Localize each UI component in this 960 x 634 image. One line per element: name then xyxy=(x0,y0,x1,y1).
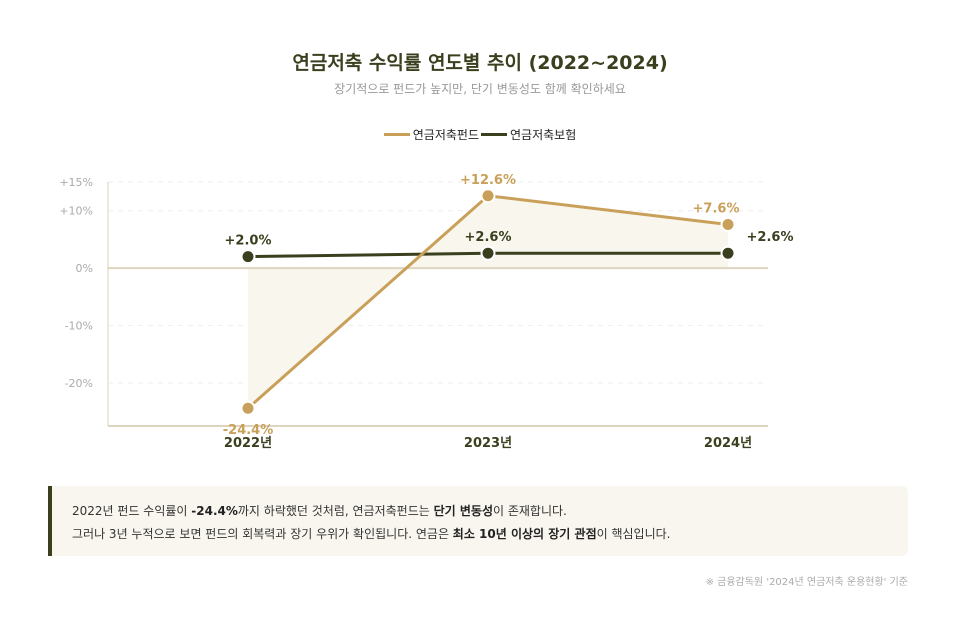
chart-subtitle: 장기적으로 펀드가 높지만, 단기 변동성도 함께 확인하세요 xyxy=(334,82,626,96)
data-point xyxy=(240,249,256,265)
note-text: 그러나 3년 누적으로 보면 펀드의 회복력과 장기 우위가 확인됩니다. 연금… xyxy=(72,527,453,541)
legend-swatch xyxy=(481,133,507,136)
data-point xyxy=(240,400,256,416)
fund-area xyxy=(248,195,728,409)
source-note: ※ 금융감독원 '2024년 연금저축 운용현황' 기준 xyxy=(705,577,908,588)
y-tick-label: +15% xyxy=(59,176,93,189)
x-tick-label: 2024년 xyxy=(704,436,752,451)
data-point xyxy=(720,245,736,261)
chart-title: 연금저축 수익률 연도별 추이 (2022~2024) xyxy=(292,52,668,74)
data-label: -24.4% xyxy=(223,423,274,438)
data-point xyxy=(480,188,496,204)
data-label: +12.6% xyxy=(460,173,516,188)
legend-swatch xyxy=(383,133,410,136)
note-text: 이 핵심입니다. xyxy=(596,527,671,541)
data-label: +2.6% xyxy=(465,230,512,245)
data-label: +7.6% xyxy=(693,201,740,216)
y-tick-label: -20% xyxy=(65,377,93,390)
data-point xyxy=(480,245,496,261)
note-line-1: 2022년 펀드 수익률이 -24.4%까지 하락했던 것처럼, 연금저축펀드는… xyxy=(72,500,888,523)
note-emphasis: 단기 변동성 xyxy=(433,504,493,518)
legend-item-fund[interactable]: 연금저축펀드 xyxy=(383,126,479,143)
data-point xyxy=(720,216,736,232)
x-tick-label: 2022년 xyxy=(224,436,272,451)
data-label: +2.6% xyxy=(747,230,794,245)
legend-item-insurance[interactable]: 연금저축보험 xyxy=(481,126,576,143)
insight-note: 2022년 펀드 수익률이 -24.4%까지 하락했던 것처럼, 연금저축펀드는… xyxy=(48,486,908,556)
y-tick-label: +10% xyxy=(59,205,93,218)
note-emphasis: 최소 10년 이상의 장기 관점 xyxy=(452,527,597,541)
data-label: +2.0% xyxy=(225,234,272,249)
x-tick-label: 2023년 xyxy=(464,436,512,451)
note-text: 2022년 펀드 수익률이 xyxy=(72,504,192,518)
legend-label: 연금저축펀드 xyxy=(412,128,479,142)
note-emphasis: -24.4% xyxy=(191,504,238,518)
note-text: 이 존재합니다. xyxy=(493,504,567,518)
y-tick-label: 0% xyxy=(76,262,93,275)
legend: 연금저축펀드 연금저축보험 xyxy=(0,126,960,143)
note-text: 까지 하락했던 것처럼, 연금저축펀드는 xyxy=(237,504,434,518)
note-line-2: 그러나 3년 누적으로 보면 펀드의 회복력과 장기 우위가 확인됩니다. 연금… xyxy=(72,523,888,546)
legend-label: 연금저축보험 xyxy=(510,128,577,142)
y-tick-label: -10% xyxy=(65,320,93,333)
